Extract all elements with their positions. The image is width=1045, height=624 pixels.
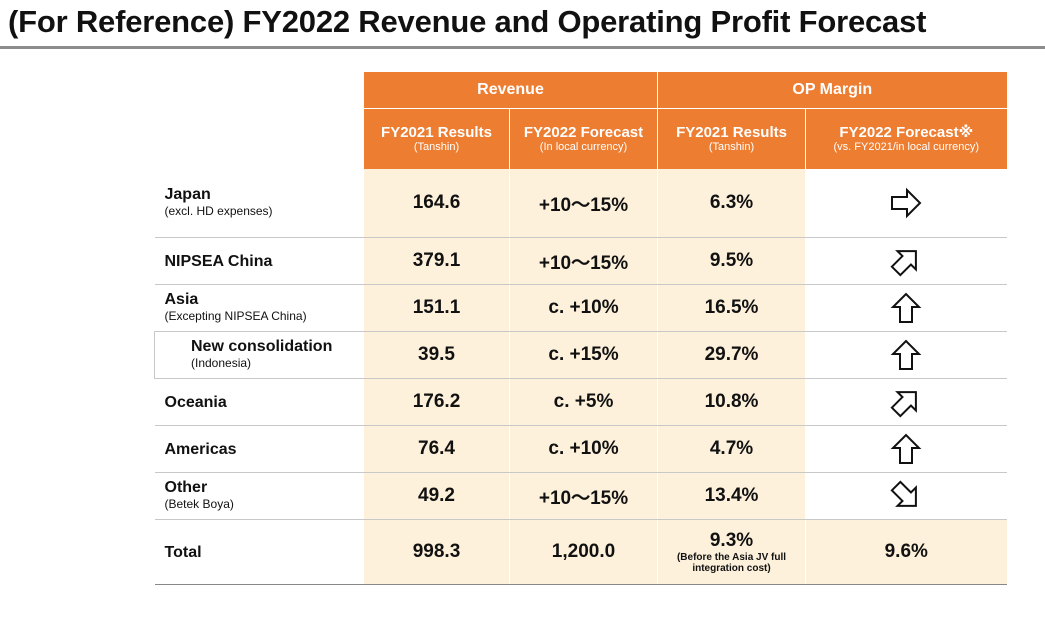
cell-rev-fy2021: 49.2 — [363, 472, 510, 520]
column-header-note: (vs. FY2021/in local currency) — [833, 140, 980, 153]
row-label: NIPSEA China — [154, 237, 364, 285]
row-label: Asia (Excepting NIPSEA China) — [154, 284, 364, 332]
cell-rev-fy2022: c. +10% — [508, 425, 658, 473]
column-header-label: FY2022 Forecast — [523, 123, 644, 141]
cell-op-fy2022: 9.6% — [805, 519, 1007, 585]
up-arrow-icon — [890, 339, 922, 370]
column-header-rev-fy2022: FY2022 Forecast (In local currency) — [508, 108, 658, 169]
header-corner — [154, 72, 364, 109]
table-row-new-consolidation: New consolidation (Indonesia) 39.5 c. +1… — [154, 331, 1007, 379]
column-header-label: FY2022 Forecast※ — [839, 123, 974, 141]
cell-op-fy2022 — [805, 284, 1007, 332]
cell-rev-fy2021: 151.1 — [363, 284, 510, 332]
row-label: Oceania — [154, 378, 364, 426]
row-label-text: NIPSEA China — [164, 252, 273, 270]
row-label-note: (excl. HD expenses) — [164, 204, 273, 218]
revenue-group-header: Revenue — [362, 72, 658, 109]
column-header-row: FY2021 Results (Tanshin) FY2022 Forecast… — [154, 108, 1007, 169]
cell-rev-fy2021: 998.3 — [363, 519, 510, 585]
cell-op-fy2021: 10.8% — [657, 378, 806, 426]
column-header-op-fy2021: FY2021 Results (Tanshin) — [657, 108, 806, 169]
cell-rev-fy2021: 379.1 — [363, 237, 510, 285]
total-op-fy2021-value: 9.3% — [709, 530, 754, 551]
cell-op-fy2021: 9.3% (Before the Asia JV full integratio… — [657, 519, 806, 585]
cell-rev-fy2022: c. +15% — [508, 331, 658, 379]
cell-op-fy2021: 29.7% — [657, 331, 806, 379]
table-row-oceania: Oceania 176.2 c. +5% 10.8% — [154, 378, 1007, 426]
cell-op-fy2022 — [805, 169, 1007, 238]
cell-rev-fy2022: +10～15% — [508, 169, 658, 238]
row-label: Other (Betek Boya) — [154, 472, 364, 520]
row-label-text: Oceania — [164, 393, 227, 411]
row-label: Total — [154, 519, 364, 585]
cell-rev-fy2021: 176.2 — [363, 378, 510, 426]
up-arrow-icon — [890, 433, 922, 464]
cell-op-fy2021: 13.4% — [657, 472, 806, 520]
down-right-arrow-icon — [890, 480, 918, 507]
cell-rev-fy2022: 1,200.0 — [508, 519, 658, 585]
up-right-arrow-icon — [890, 391, 918, 418]
row-label-text: Americas — [164, 440, 237, 458]
table-row-nipsea-china: NIPSEA China 379.1 +10～15% 9.5% — [154, 237, 1007, 285]
cell-op-fy2021: 6.3% — [657, 169, 806, 238]
cell-rev-fy2021: 76.4 — [363, 425, 510, 473]
forecast-table: Revenue OP Margin FY2021 Results (Tanshi… — [154, 72, 1007, 585]
total-op-fy2021-note: (Before the Asia JV full integration cos… — [676, 552, 787, 574]
page-title: (For Reference) FY2022 Revenue and Opera… — [8, 4, 927, 39]
column-header-note: (Tanshin) — [708, 140, 755, 153]
row-label-text: New consolidation — [191, 338, 333, 355]
cell-op-fy2022 — [805, 378, 1007, 426]
cell-op-fy2022 — [805, 237, 1007, 285]
cell-op-fy2021: 16.5% — [657, 284, 806, 332]
row-label: New consolidation (Indonesia) — [154, 331, 364, 379]
table-row-asia: Asia (Excepting NIPSEA China) 151.1 c. +… — [154, 284, 1007, 332]
column-header-rev-fy2021: FY2021 Results (Tanshin) — [363, 108, 510, 169]
table-row-japan: Japan (excl. HD expenses) 164.6 +10～15% … — [154, 169, 1007, 238]
row-label-text: Asia — [164, 291, 199, 308]
cell-op-fy2022 — [805, 425, 1007, 473]
cell-rev-fy2022: c. +5% — [508, 378, 658, 426]
row-label-text: Other — [164, 479, 208, 496]
row-label-note: (Indonesia) — [191, 356, 252, 370]
title-divider — [0, 46, 1045, 49]
cell-rev-fy2022: +10～15% — [508, 237, 658, 285]
header-corner-lower — [154, 108, 364, 169]
op-margin-group-header: OP Margin — [657, 72, 1007, 109]
row-label-note: (Excepting NIPSEA China) — [164, 309, 307, 323]
cell-rev-fy2021: 164.6 — [363, 169, 510, 238]
column-header-note: (Tanshin) — [413, 140, 460, 153]
cell-rev-fy2022: +10～15% — [508, 472, 658, 520]
up-arrow-icon — [890, 292, 922, 323]
table-row-other: Other (Betek Boya) 49.2 +10～15% 13.4% — [154, 472, 1007, 520]
row-label-text: Total — [164, 543, 202, 561]
cell-op-fy2022 — [805, 472, 1007, 520]
column-header-label: FY2021 Results — [381, 123, 492, 141]
right-arrow-icon — [891, 187, 922, 219]
column-header-label: FY2021 Results — [676, 123, 787, 141]
table-row-total: Total 998.3 1,200.0 9.3% (Before the Asi… — [154, 519, 1007, 585]
column-header-op-fy2022: FY2022 Forecast※ (vs. FY2021/in local cu… — [805, 108, 1007, 169]
cell-rev-fy2021: 39.5 — [363, 331, 510, 379]
cell-op-fy2021: 9.5% — [657, 237, 806, 285]
column-header-note: (In local currency) — [539, 140, 628, 153]
cell-rev-fy2022: c. +10% — [508, 284, 658, 332]
cell-op-fy2022 — [805, 331, 1007, 379]
table-row-americas: Americas 76.4 c. +10% 4.7% — [154, 425, 1007, 473]
up-right-arrow-icon — [890, 250, 918, 277]
row-label-note: (Betek Boya) — [164, 497, 234, 511]
group-header-row: Revenue OP Margin — [154, 72, 1007, 109]
row-label-text: Japan — [164, 186, 211, 203]
cell-op-fy2021: 4.7% — [657, 425, 806, 473]
row-label: Americas — [154, 425, 364, 473]
row-label: Japan (excl. HD expenses) — [154, 169, 364, 238]
